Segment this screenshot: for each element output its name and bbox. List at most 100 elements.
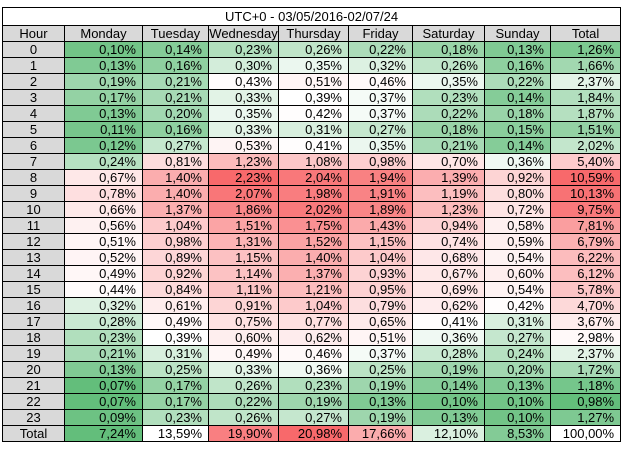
cell-value: 0,16% [142,121,209,138]
row-total: 9,75% [549,201,622,218]
cell-value: 0,17% [64,89,143,106]
cell-value: 0,14% [412,377,485,394]
cell-value: 0,17% [142,393,209,410]
cell-value: 0,07% [64,377,143,394]
hour-label: 15 [2,281,65,298]
cell-value: 0,18% [412,41,485,58]
cell-value: 0,52% [64,249,143,266]
cell-value: 0,93% [348,265,413,282]
cell-value: 1,04% [142,217,209,234]
cell-value: 0,37% [348,105,413,122]
cell-value: 0,31% [484,313,551,330]
cell-value: 1,04% [278,297,349,314]
cell-value: 1,89% [348,201,413,218]
hour-label: 21 [2,377,65,394]
cell-value: 0,20% [142,105,209,122]
cell-value: 0,92% [484,169,551,186]
cell-value: 0,26% [208,409,279,426]
cell-value: 0,60% [208,329,279,346]
title-row: UTC+0 - 03/05/2016-02/07/24 [1,7,622,26]
cell-value: 0,67% [64,169,143,186]
cell-value: 0,35% [278,57,349,74]
data-row: 6 0,12% 0,27% 0,53% 0,41% 0,35% 0,21% 0,14% 2,02… [2,137,622,154]
cell-value: 1,21% [278,281,349,298]
cell-value: 0,66% [64,201,143,218]
cell-value: 0,07% [64,393,143,410]
hour-label: 22 [2,393,65,410]
cell-value: 0,41% [278,137,349,154]
data-row: 14 0,49% 0,92% 1,14% 1,37% 0,93% 0,67% 0,60% 6,1… [2,265,622,282]
cell-value: 0,49% [208,345,279,362]
column-total: 12,10% [412,425,485,442]
hour-label: 1 [2,57,65,74]
row-total: 7,81% [549,217,622,234]
cell-value: 0,33% [208,121,279,138]
cell-value: 0,89% [142,249,209,266]
data-row: 22 0,07% 0,17% 0,22% 0,19% 0,13% 0,10% 0,10% 0,9… [2,393,622,410]
cell-value: 0,49% [142,313,209,330]
cell-value: 0,17% [142,377,209,394]
cell-value: 2,23% [208,169,279,186]
column-total: 17,66% [348,425,413,442]
cell-value: 1,14% [208,265,279,282]
cell-value: 1,08% [278,153,349,170]
cell-value: 1,15% [348,233,413,250]
cell-value: 0,19% [412,361,485,378]
cell-value: 1,75% [278,217,349,234]
cell-value: 2,02% [278,201,349,218]
cell-value: 0,32% [64,297,143,314]
cell-value: 0,21% [142,89,209,106]
column-total: 100,00% [549,425,622,442]
cell-value: 0,92% [142,265,209,282]
data-row: 8 0,67% 1,40% 2,23% 2,04% 1,94% 1,39% 0,92% 10,5… [2,169,622,186]
hour-label: 16 [2,297,65,314]
cell-value: 0,11% [64,121,143,138]
column-total: 20,98% [278,425,349,442]
cell-value: 0,24% [64,153,143,170]
cell-value: 1,19% [412,185,485,202]
hour-label: 5 [2,121,65,138]
column-total: 13,59% [142,425,209,442]
cell-value: 2,07% [208,185,279,202]
cell-value: 1,52% [278,233,349,250]
cell-value: 0,12% [64,137,143,154]
column-total: 19,90% [208,425,279,442]
cell-value: 0,15% [484,121,551,138]
table-title: UTC+0 - 03/05/2016-02/07/24 [1,7,622,26]
hour-label: 13 [2,249,65,266]
data-row: 12 0,51% 0,98% 1,31% 1,52% 1,15% 0,74% 0,59% 6,7… [2,233,622,250]
data-row: 16 0,32% 0,61% 0,91% 1,04% 0,79% 0,62% 0,42% 4,7… [2,297,622,314]
cell-value: 1,51% [208,217,279,234]
cell-value: 1,23% [208,153,279,170]
column-header: Monday [64,25,143,42]
column-header: Thursday [278,25,349,42]
hour-label: 7 [2,153,65,170]
cell-value: 0,67% [412,265,485,282]
cell-value: 1,11% [208,281,279,298]
cell-value: 0,81% [142,153,209,170]
cell-value: 0,79% [348,297,413,314]
cell-value: 0,44% [64,281,143,298]
cell-value: 0,24% [484,345,551,362]
cell-value: 0,19% [64,73,143,90]
cell-value: 0,10% [484,393,551,410]
hour-label: 23 [2,409,65,426]
cell-value: 0,23% [278,377,349,394]
heatmap-table: UTC+0 - 03/05/2016-02/07/24 Hour Monday Tu… [1,7,622,442]
cell-value: 0,78% [64,185,143,202]
row-total: 2,37% [549,73,622,90]
cell-value: 0,32% [348,57,413,74]
cell-value: 0,37% [348,89,413,106]
cell-value: 0,95% [348,281,413,298]
cell-value: 0,22% [208,393,279,410]
cell-value: 0,25% [348,361,413,378]
cell-value: 0,80% [484,185,551,202]
cell-value: 0,36% [484,153,551,170]
cell-value: 1,37% [142,201,209,218]
cell-value: 0,13% [348,393,413,410]
total-label: Total [2,425,65,442]
cell-value: 0,14% [484,137,551,154]
hour-label: 10 [2,201,65,218]
cell-value: 0,36% [278,361,349,378]
